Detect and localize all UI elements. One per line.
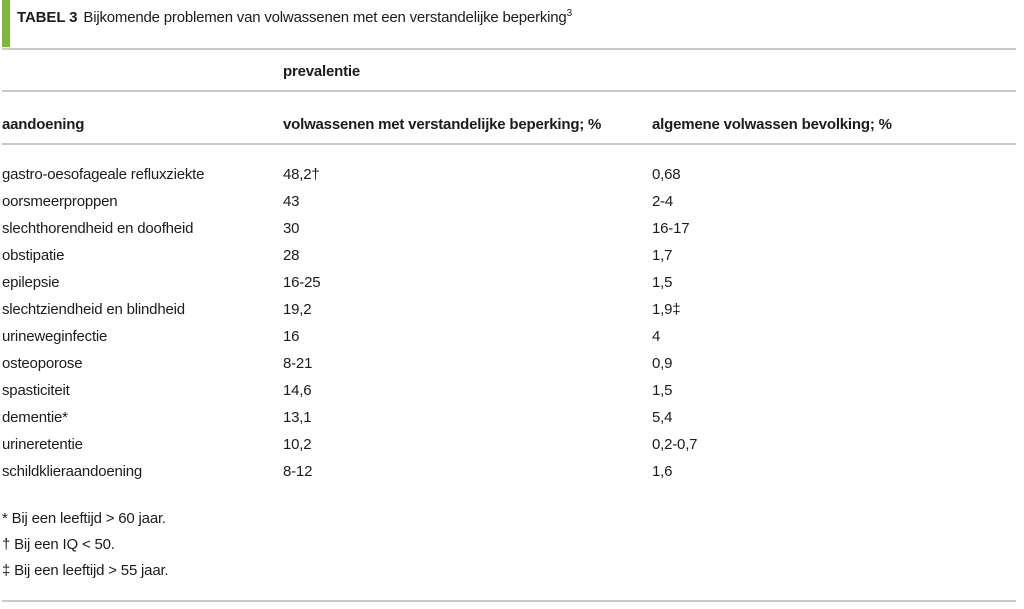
caption-reference-mark: 3 xyxy=(566,8,573,19)
table-row: dementie* 13,1 5,4 xyxy=(0,404,1024,431)
cell-vb-prevalence: 13,1 xyxy=(283,409,312,426)
column-header-row: aandoening volwassenen met verstandelijk… xyxy=(0,115,1024,135)
cell-aandoening: urineretentie xyxy=(2,436,83,453)
table-row: obstipatie 28 1,7 xyxy=(0,242,1024,269)
cell-vb-prevalence: 8-12 xyxy=(283,463,313,480)
cell-general-prevalence: 1,6 xyxy=(652,463,673,480)
cell-vb-prevalence: 10,2 xyxy=(283,436,312,453)
cell-general-prevalence: 0,9 xyxy=(652,355,673,372)
cell-vb-prevalence: 48,2† xyxy=(283,166,320,183)
cell-general-prevalence: 16-17 xyxy=(652,220,690,237)
cell-vb-prevalence: 19,2 xyxy=(283,301,312,318)
cell-general-prevalence: 1,7 xyxy=(652,247,673,264)
cell-aandoening: gastro-oesofageale refluxziekte xyxy=(2,166,205,183)
cell-vb-prevalence: 16-25 xyxy=(283,274,321,291)
column-header-vb-prevalence: volwassenen met verstandelijke beperking… xyxy=(283,116,602,133)
horizontal-rule-bottom xyxy=(2,600,1016,602)
cell-aandoening: slechthorendheid en doofheid xyxy=(2,220,194,237)
horizontal-rule-under-group-header xyxy=(2,90,1016,92)
table-body: gastro-oesofageale refluxziekte 48,2† 0,… xyxy=(0,161,1024,485)
cell-general-prevalence: 5,4 xyxy=(652,409,673,426)
cell-vb-prevalence: 14,6 xyxy=(283,382,312,399)
column-header-aandoening: aandoening xyxy=(2,116,85,133)
cell-aandoening: spasticiteit xyxy=(2,382,70,399)
table-row: slechtziendheid en blindheid 19,2 1,9‡ xyxy=(0,296,1024,323)
footnote-asterisk: * Bij een leeftijd > 60 jaar. xyxy=(2,510,166,527)
cell-aandoening: osteoporose xyxy=(2,355,83,372)
cell-general-prevalence: 0,68 xyxy=(652,166,681,183)
table-caption-label: TABEL 3 xyxy=(17,9,78,26)
group-header-prevalentie: prevalentie xyxy=(283,63,361,80)
table-row: osteoporose 8-21 0,9 xyxy=(0,350,1024,377)
table-accent-bar xyxy=(2,0,10,47)
footnote-dagger: † Bij een IQ < 50. xyxy=(2,536,115,553)
horizontal-rule-top xyxy=(2,48,1016,50)
table-row: urineretentie 10,2 0,2-0,7 xyxy=(0,431,1024,458)
cell-general-prevalence: 1,5 xyxy=(652,382,673,399)
cell-general-prevalence: 1,9‡ xyxy=(652,301,681,318)
column-header-general-prevalence: algemene volwassen bevolking; % xyxy=(652,116,892,133)
table-row: epilepsie 16-25 1,5 xyxy=(0,269,1024,296)
table-row: urineweginfectie 16 4 xyxy=(0,323,1024,350)
cell-aandoening: schildklieraandoening xyxy=(2,463,143,480)
cell-aandoening: epilepsie xyxy=(2,274,60,291)
cell-general-prevalence: 1,5 xyxy=(652,274,673,291)
horizontal-rule-under-column-headers xyxy=(2,143,1016,145)
cell-aandoening: oorsmeerproppen xyxy=(2,193,118,210)
cell-vb-prevalence: 28 xyxy=(283,247,300,264)
table-row: oorsmeerproppen 43 2-4 xyxy=(0,188,1024,215)
table-row: slechthorendheid en doofheid 30 16-17 xyxy=(0,215,1024,242)
cell-aandoening: dementie* xyxy=(2,409,68,426)
cell-vb-prevalence: 30 xyxy=(283,220,300,237)
table-row: schildklieraandoening 8-12 1,6 xyxy=(0,458,1024,485)
group-header-row: prevalentie xyxy=(0,62,1024,82)
table-caption-text: Bijkomende problemen van volwassenen met… xyxy=(83,9,567,26)
cell-aandoening: urineweginfectie xyxy=(2,328,108,345)
cell-vb-prevalence: 8-21 xyxy=(283,355,313,372)
cell-aandoening: obstipatie xyxy=(2,247,65,264)
table-footnotes: * Bij een leeftijd > 60 jaar. † Bij een … xyxy=(2,506,169,584)
table-row: spasticiteit 14,6 1,5 xyxy=(0,377,1024,404)
cell-general-prevalence: 0,2-0,7 xyxy=(652,436,698,453)
group-header-spacer xyxy=(652,62,1024,82)
table-row: gastro-oesofageale refluxziekte 48,2† 0,… xyxy=(0,161,1024,188)
cell-vb-prevalence: 16 xyxy=(283,328,300,345)
table-caption: TABEL 3 Bijkomende problemen van volwasse… xyxy=(17,8,572,28)
cell-aandoening: slechtziendheid en blindheid xyxy=(2,301,185,318)
cell-general-prevalence: 2-4 xyxy=(652,193,674,210)
footnote-double-dagger: ‡ Bij een leeftijd > 55 jaar. xyxy=(2,562,169,579)
cell-vb-prevalence: 43 xyxy=(283,193,300,210)
group-header-spacer xyxy=(2,62,283,82)
cell-general-prevalence: 4 xyxy=(652,328,661,345)
